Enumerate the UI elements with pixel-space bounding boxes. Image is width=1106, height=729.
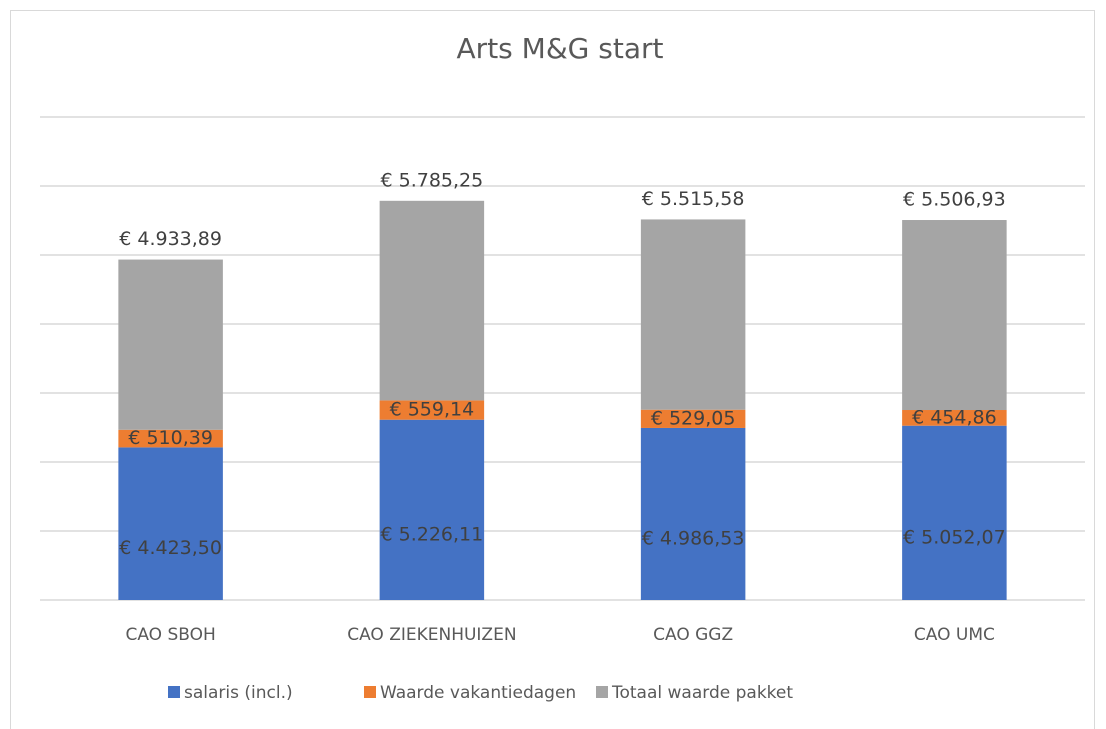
chart-title: Arts M&G start	[457, 32, 664, 65]
legend-label: Totaal waarde pakket	[611, 683, 793, 703]
legend-swatch	[596, 686, 608, 698]
bar-segment	[118, 259, 223, 430]
bar-segment	[640, 219, 746, 410]
x-tick-label: CAO GGZ	[653, 625, 733, 645]
bar-segment	[902, 220, 1007, 411]
legend-label: Waarde vakantiedagen	[380, 683, 576, 703]
bar-segment	[118, 429, 223, 448]
bar-segment	[902, 410, 1007, 426]
data-label: € 4.986,53	[642, 527, 745, 549]
bar-segment	[118, 447, 223, 600]
data-label: € 5.052,07	[903, 526, 1006, 548]
data-label: € 4.933,89	[119, 228, 222, 250]
x-tick-label: CAO UMC	[914, 625, 995, 645]
bar-segment	[640, 427, 746, 600]
data-label: € 559,14	[390, 399, 475, 421]
data-label: € 454,86	[912, 406, 997, 428]
data-label: € 5.785,25	[381, 169, 484, 191]
legend-swatch	[168, 686, 180, 698]
data-label: € 510,39	[128, 427, 213, 449]
x-tick-label: CAO SBOH	[125, 625, 215, 645]
bar-segment	[902, 425, 1007, 600]
legend-label: salaris (incl.)	[184, 683, 293, 703]
data-label: € 5.515,58	[642, 188, 745, 210]
legend-swatch	[364, 686, 376, 698]
bar-segment	[379, 419, 485, 600]
data-label: € 529,05	[651, 407, 736, 429]
data-label: € 4.423,50	[119, 537, 222, 559]
bar-segment	[379, 200, 485, 401]
data-label: € 5.506,93	[903, 189, 1006, 211]
bar-segment	[379, 400, 485, 420]
bar-segment	[640, 409, 746, 428]
x-tick-label: CAO ZIEKENHUIZEN	[347, 625, 516, 645]
data-label: € 5.226,11	[381, 523, 484, 545]
